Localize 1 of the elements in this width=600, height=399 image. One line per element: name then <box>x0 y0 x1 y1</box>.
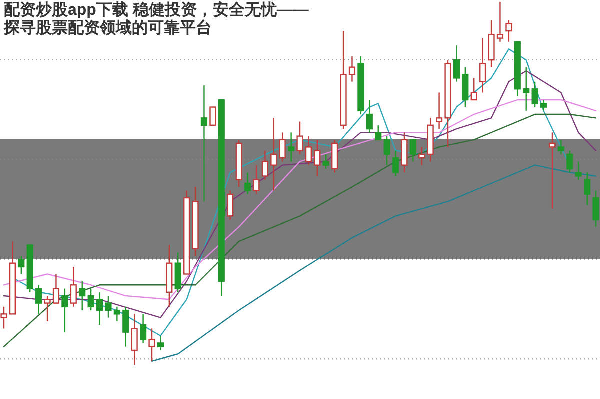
text: 配资炒股app下载 稳健投资，安全无忧——探寻股票配资领域的可靠平台 <box>4 2 310 38</box>
